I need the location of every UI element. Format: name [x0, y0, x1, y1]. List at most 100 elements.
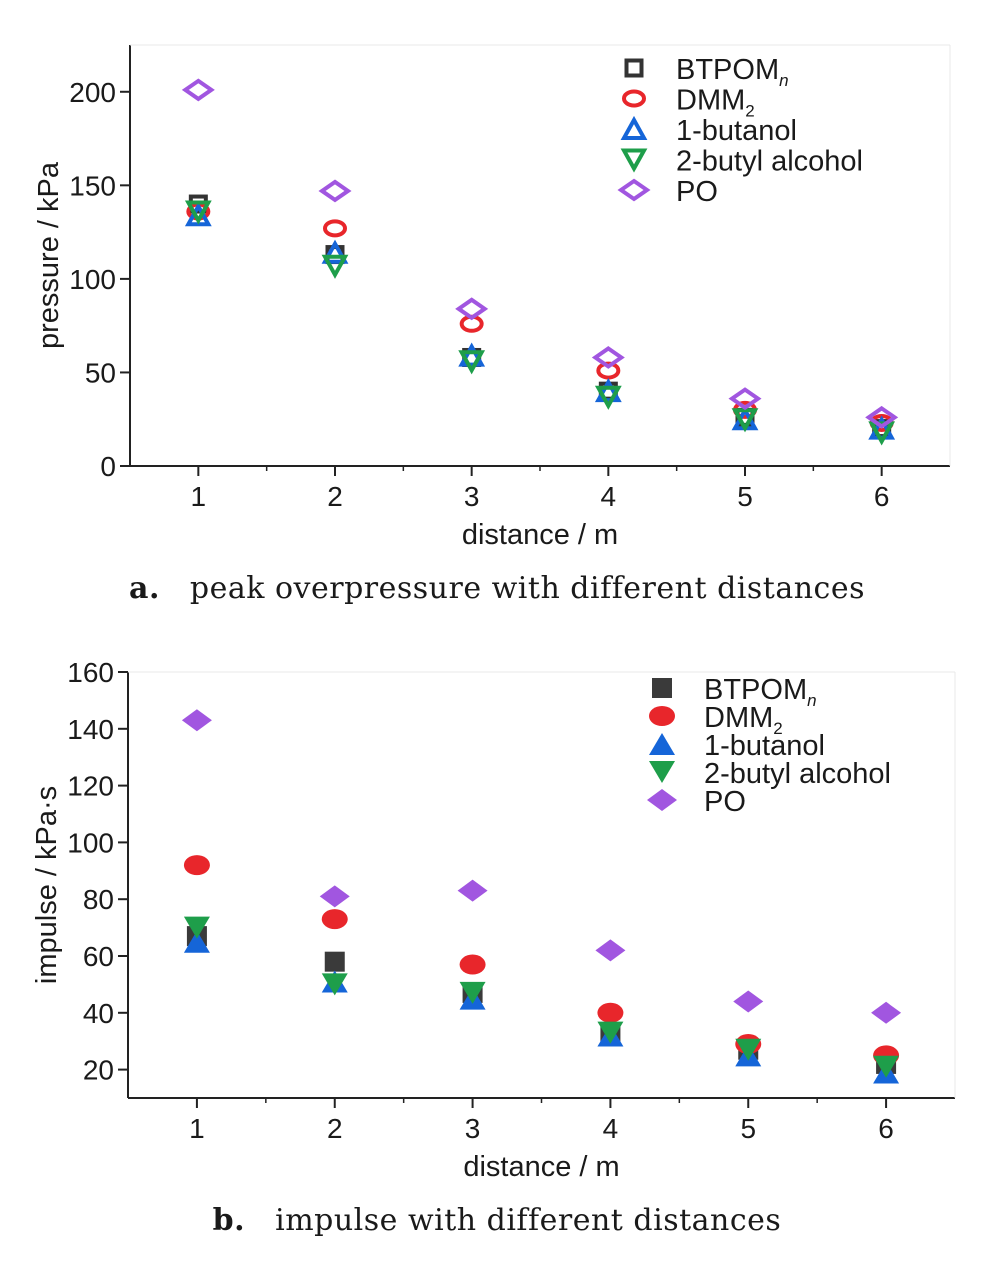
legend-label-subscript: 2: [773, 719, 782, 738]
y-tick-label: 40: [83, 998, 114, 1029]
data-point: [597, 1002, 624, 1023]
series-2-butyl-alcohol: [183, 916, 900, 1078]
legend-label: PO: [704, 786, 746, 818]
data-point: [323, 219, 347, 238]
y-tick-label: 200: [69, 77, 116, 108]
y-axis-label: impulse / kPa·s: [31, 786, 63, 984]
series-1-butanol: [184, 202, 896, 440]
caption-letter: a.: [129, 571, 160, 606]
x-tick-label: 3: [464, 481, 480, 512]
legend-label-name: BTPOM: [676, 54, 779, 86]
y-tick-label: 60: [83, 941, 114, 972]
data-point: [321, 909, 348, 930]
legend-marker: [652, 678, 672, 698]
y-tick-label: 50: [85, 357, 116, 388]
data-point: [324, 951, 345, 972]
data-point: [728, 387, 762, 411]
y-axis-label: pressure / kPa: [33, 161, 65, 349]
legend-label-subscript: 2: [745, 102, 754, 121]
data-point: [319, 885, 350, 908]
x-tick-label: 6: [874, 481, 890, 512]
chart-panel-peak-overpressure: 1 2 3 4 5 6 0 50 100 150 200 distance / m pressure /…: [0, 0, 994, 555]
data-point: [735, 1038, 762, 1061]
data-point: [459, 954, 486, 975]
legend-label: 1-butanol: [704, 730, 825, 762]
y-tick-label: 80: [83, 884, 114, 915]
data-point: [183, 930, 210, 953]
legend-label-name: PO: [676, 176, 718, 208]
series-po: [181, 709, 902, 1024]
x-tick-label: 1: [191, 481, 207, 512]
data-point: [591, 346, 625, 369]
series-btpom: [188, 194, 892, 439]
x-axis-label: distance / m: [462, 519, 618, 551]
data-point: [458, 342, 486, 367]
caption-peak-overpressure: a. peak overpressure with different dista…: [0, 571, 994, 606]
data-point: [594, 385, 622, 410]
data-point: [865, 405, 899, 429]
x-tick-label: 2: [327, 1113, 343, 1144]
caption-text: impulse with different distances: [275, 1203, 782, 1238]
data-point: [318, 179, 352, 203]
legend-label-name: BTPOM: [704, 674, 807, 706]
series-1-butanol: [183, 930, 900, 1084]
legend-marker: [649, 733, 675, 755]
legend-marker: [649, 706, 675, 726]
y-tick-label: 20: [83, 1055, 114, 1086]
legend-label-name: 1-butanol: [676, 115, 797, 147]
data-point: [873, 1055, 900, 1078]
series-dmm: [186, 202, 894, 432]
legend-label: BTPOMn: [704, 674, 817, 710]
data-point: [457, 879, 488, 902]
series-2-butyl-alcohol: [184, 200, 896, 446]
data-point: [868, 421, 896, 446]
legend-label-name: PO: [704, 786, 746, 818]
series-po: [181, 78, 899, 429]
y-tick-label: 160: [67, 657, 114, 688]
x-tick-label: 1: [189, 1113, 205, 1144]
legend-label: 2-butyl alcohol: [704, 758, 891, 790]
y-tick-label: 100: [67, 827, 114, 858]
legend-marker: [620, 115, 648, 140]
legend-label: BTPOMn: [676, 54, 789, 90]
data-point: [183, 855, 210, 876]
data-point: [321, 973, 348, 996]
legend-label-name: 1-butanol: [704, 730, 825, 762]
data-point: [181, 709, 212, 732]
series-dmm: [183, 855, 900, 1066]
legend-marker: [622, 89, 646, 108]
legend-marker: [624, 58, 644, 78]
y-tick-label: 0: [100, 451, 116, 482]
legend-label: DMM2: [676, 85, 755, 121]
caption-letter: b.: [212, 1203, 246, 1238]
data-point: [321, 239, 349, 264]
legend-label: PO: [676, 176, 718, 208]
data-point: [871, 1001, 902, 1024]
legend-marker: [649, 761, 675, 783]
y-tick-label: 150: [69, 170, 116, 201]
data-point: [181, 78, 215, 102]
data-point: [459, 981, 486, 1004]
legend-label-subscript: n: [807, 691, 816, 710]
legend-label-name: 2-butyl alcohol: [704, 758, 891, 790]
x-tick-label: 4: [601, 481, 617, 512]
chart-panel-impulse: 1 2 3 4 5 6 20 40 60 80 100 120 140 160 distance / m im…: [0, 640, 994, 1200]
legend-label: 1-butanol: [676, 115, 797, 147]
legend-label: 2-butyl alcohol: [676, 146, 863, 178]
legend-marker: [620, 148, 648, 173]
data-point: [458, 350, 486, 375]
legend-label-subscript: n: [779, 71, 788, 90]
x-tick-label: 4: [603, 1113, 619, 1144]
data-point: [184, 200, 212, 225]
legend-marker: [647, 789, 677, 811]
legend-label-name: DMM: [676, 85, 745, 117]
impulse-scatter-chart: 1 2 3 4 5 6 20 40 60 80 100 120 140 160 distance / m im…: [31, 657, 956, 1183]
y-tick-label: 120: [67, 771, 114, 802]
x-tick-label: 2: [327, 481, 343, 512]
data-point: [595, 939, 626, 962]
legend-marker: [617, 178, 651, 202]
y-tick-label: 140: [67, 714, 114, 745]
x-tick-label: 5: [737, 481, 753, 512]
data-point: [594, 378, 622, 403]
